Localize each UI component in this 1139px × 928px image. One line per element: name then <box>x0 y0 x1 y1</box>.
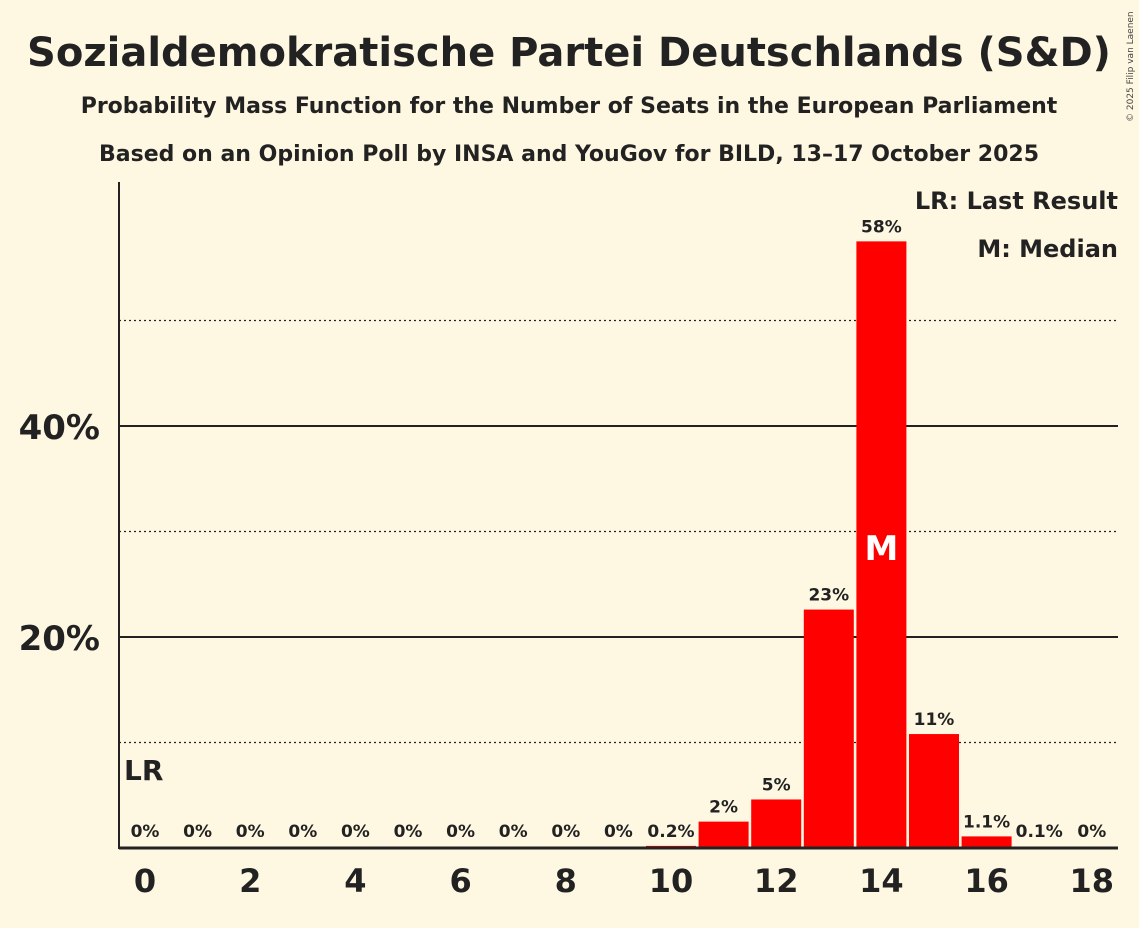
bar-seat-15 <box>909 734 959 848</box>
bar-label: 23% <box>808 586 849 606</box>
bar-seat-16 <box>961 836 1012 848</box>
bar-label: 1.1% <box>963 812 1010 832</box>
bar-label: 0% <box>551 822 580 842</box>
chart-title: Sozialdemokratische Partei Deutschlands … <box>27 30 1111 76</box>
bar-label: 0.1% <box>1016 822 1063 842</box>
median-marker: M <box>864 529 898 569</box>
x-tick-label: 6 <box>449 862 471 900</box>
last-result-marker: LR <box>124 754 163 787</box>
x-tick-label: 12 <box>754 862 799 900</box>
bar-label: 0% <box>604 822 633 842</box>
x-tick-label: 14 <box>859 862 904 900</box>
bar-label: 58% <box>861 217 902 237</box>
x-tick-label: 2 <box>239 862 261 900</box>
x-tick-label: 18 <box>1070 862 1115 900</box>
bar-label: 0% <box>446 822 475 842</box>
chart-subtitle-1: Probability Mass Function for the Number… <box>81 94 1058 119</box>
bar-label: 0% <box>288 822 317 842</box>
x-tick-label: 10 <box>649 862 694 900</box>
bar-label: 0.2% <box>647 822 694 842</box>
x-tick-label: 0 <box>134 862 156 900</box>
legend-median: M: Median <box>977 235 1118 263</box>
bar-label: 11% <box>914 710 955 730</box>
bar-label: 2% <box>709 798 738 818</box>
bar-label: 0% <box>499 822 528 842</box>
x-tick-label: 16 <box>964 862 1009 900</box>
copyright: © 2025 Filip van Laenen <box>1126 11 1136 122</box>
bar-label: 0% <box>341 822 370 842</box>
y-tick-label: 40% <box>19 408 100 448</box>
bar-seat-11 <box>698 821 749 848</box>
bar-seat-12 <box>751 799 802 848</box>
bar-label: 0% <box>183 822 212 842</box>
bar-label: 0% <box>1077 822 1106 842</box>
x-tick-label: 4 <box>344 862 366 900</box>
bar-seat-13 <box>803 609 854 848</box>
legend-last-result: LR: Last Result <box>915 187 1118 215</box>
bar-seat-14 <box>856 241 907 848</box>
bar-label: 0% <box>131 822 160 842</box>
bar-label: 0% <box>394 822 423 842</box>
bar-label: 0% <box>236 822 265 842</box>
x-tick-label: 8 <box>555 862 577 900</box>
bar-label: 5% <box>762 775 791 795</box>
y-tick-label: 20% <box>19 619 100 659</box>
chart-subtitle-2: Based on an Opinion Poll by INSA and You… <box>99 142 1039 167</box>
